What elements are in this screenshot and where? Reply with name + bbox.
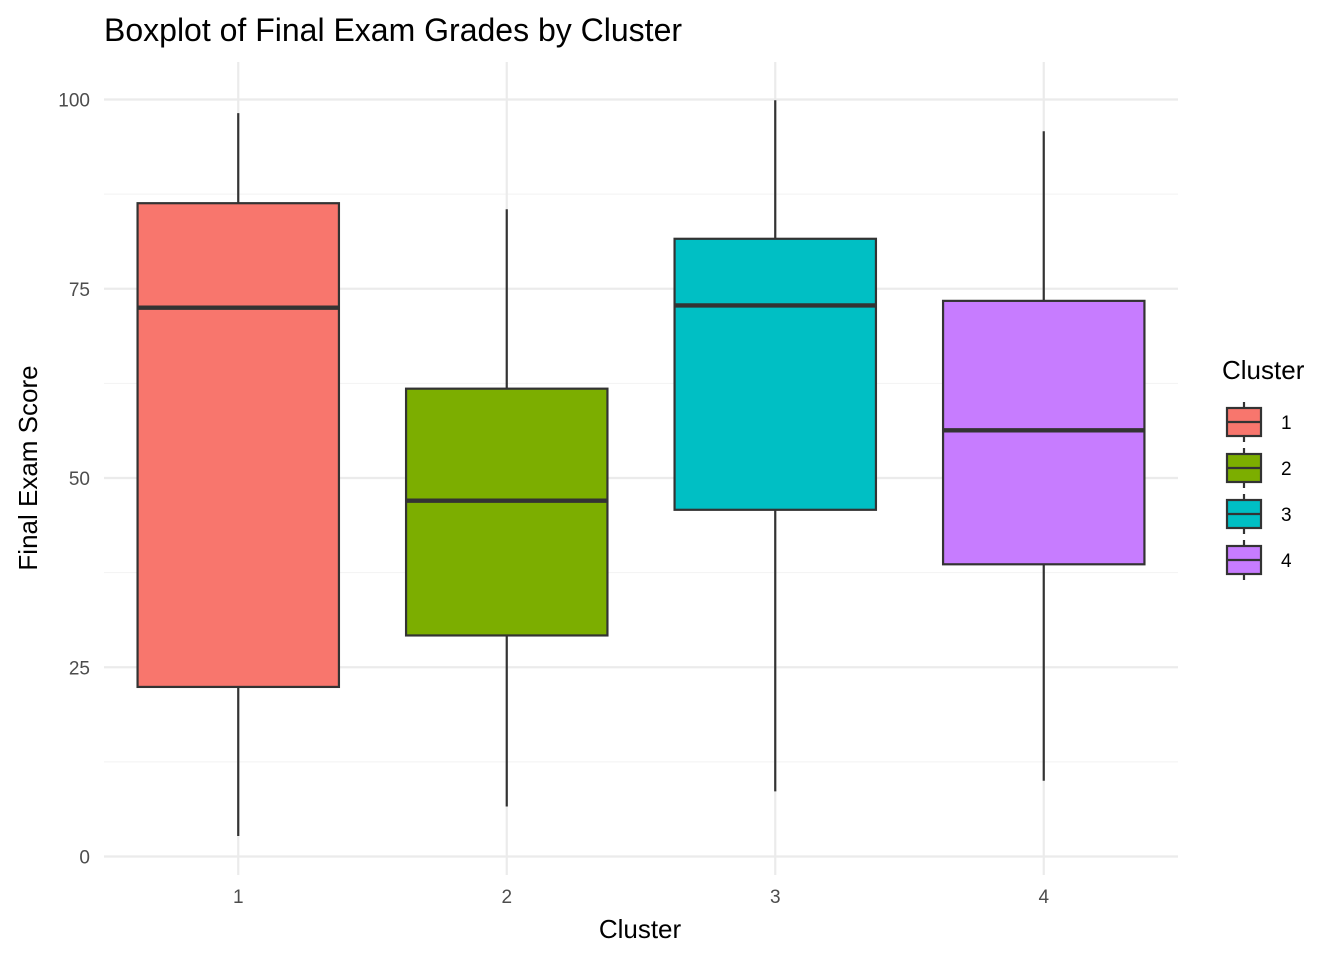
x-axis-title: Cluster (599, 914, 682, 944)
x-tick-label: 3 (770, 887, 781, 908)
boxes (136, 100, 1146, 837)
legend-label: 2 (1281, 459, 1292, 480)
iqr-box (941, 299, 1146, 566)
y-tick-label: 0 (79, 848, 90, 869)
y-tick-label: 25 (69, 658, 90, 679)
legend-title: Cluster (1222, 355, 1305, 385)
legend-label: 1 (1281, 413, 1292, 434)
chart-title: Boxplot of Final Exam Grades by Cluster (104, 12, 682, 48)
y-axis-title: Final Exam Score (13, 365, 43, 570)
iqr-box (673, 237, 878, 511)
legend: Cluster 1 2 3 4 (1222, 355, 1305, 580)
box-3 (673, 100, 878, 792)
legend-item-1: 1 (1225, 402, 1292, 442)
iqr-box (404, 387, 609, 637)
legend-item-2: 2 (1225, 448, 1292, 488)
box-4 (941, 131, 1146, 781)
y-tick-label: 100 (58, 91, 90, 112)
y-tick-labels: 0 25 50 75 100 (58, 91, 90, 869)
legend-label: 4 (1281, 551, 1292, 572)
x-tick-label: 4 (1038, 887, 1049, 908)
x-tick-label: 1 (233, 887, 244, 908)
box-2 (404, 209, 609, 807)
iqr-box (136, 202, 341, 689)
x-tick-label: 2 (501, 887, 512, 908)
legend-label: 3 (1281, 505, 1292, 526)
x-tick-labels: 1 2 3 4 (233, 887, 1050, 908)
box-1 (136, 113, 341, 837)
y-tick-label: 50 (69, 469, 90, 490)
legend-item-4: 4 (1225, 540, 1292, 580)
y-tick-label: 75 (69, 280, 90, 301)
legend-item-3: 3 (1225, 494, 1292, 534)
